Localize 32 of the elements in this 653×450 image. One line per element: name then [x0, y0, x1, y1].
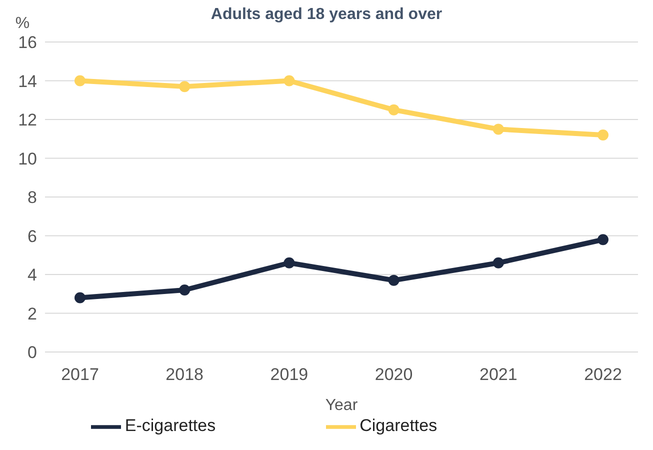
- y-tick-label: 10: [18, 149, 37, 168]
- point: [74, 292, 86, 304]
- point: [284, 257, 295, 268]
- y-tick-label: 8: [28, 188, 37, 208]
- point: [598, 130, 608, 140]
- point: [179, 81, 190, 92]
- point: [284, 75, 295, 86]
- y-tick-label: 0: [28, 343, 37, 362]
- chart-title: Adults aged 18 years and over: [210, 6, 442, 23]
- point: [74, 75, 86, 86]
- point: [492, 257, 504, 268]
- y-tick-label: 12: [18, 110, 37, 130]
- x-axis-title: Year: [325, 397, 358, 414]
- legend-label: E-cigarettes: [124, 416, 216, 436]
- x-tick-label: 2018: [166, 365, 204, 384]
- x-tick-label: 2022: [584, 365, 622, 384]
- y-tick-label: 14: [18, 72, 37, 91]
- point: [598, 234, 608, 246]
- x-tick-label: 2021: [479, 365, 518, 384]
- x-tick-label: 2017: [61, 365, 99, 384]
- y-tick-label: 2: [28, 304, 37, 324]
- point: [388, 274, 400, 286]
- y-tick-label: 4: [28, 266, 37, 285]
- point: [492, 124, 504, 135]
- y-tick-label: 6: [28, 226, 37, 246]
- point: [179, 284, 190, 296]
- x-tick-label: 2019: [270, 365, 308, 384]
- y-axis-title: %: [15, 15, 30, 32]
- y-tick-label: 16: [18, 33, 37, 52]
- point: [388, 104, 400, 116]
- x-tick-label: 2020: [374, 365, 413, 384]
- legend-label: Cigarettes: [360, 416, 438, 436]
